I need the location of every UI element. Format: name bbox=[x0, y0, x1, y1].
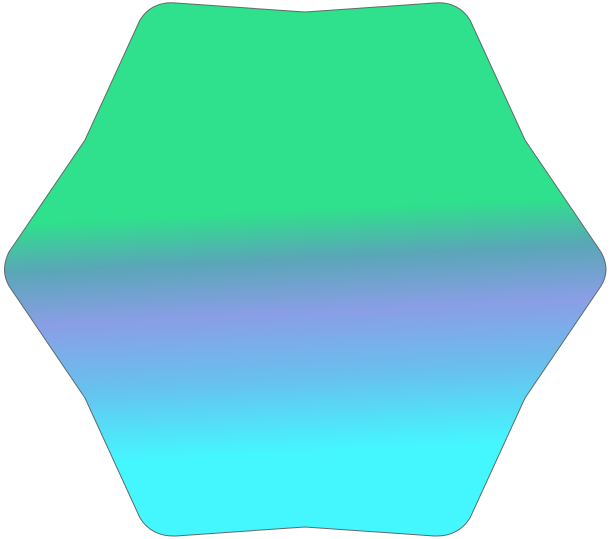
rounded-hexagon-shape bbox=[4, 2, 607, 537]
